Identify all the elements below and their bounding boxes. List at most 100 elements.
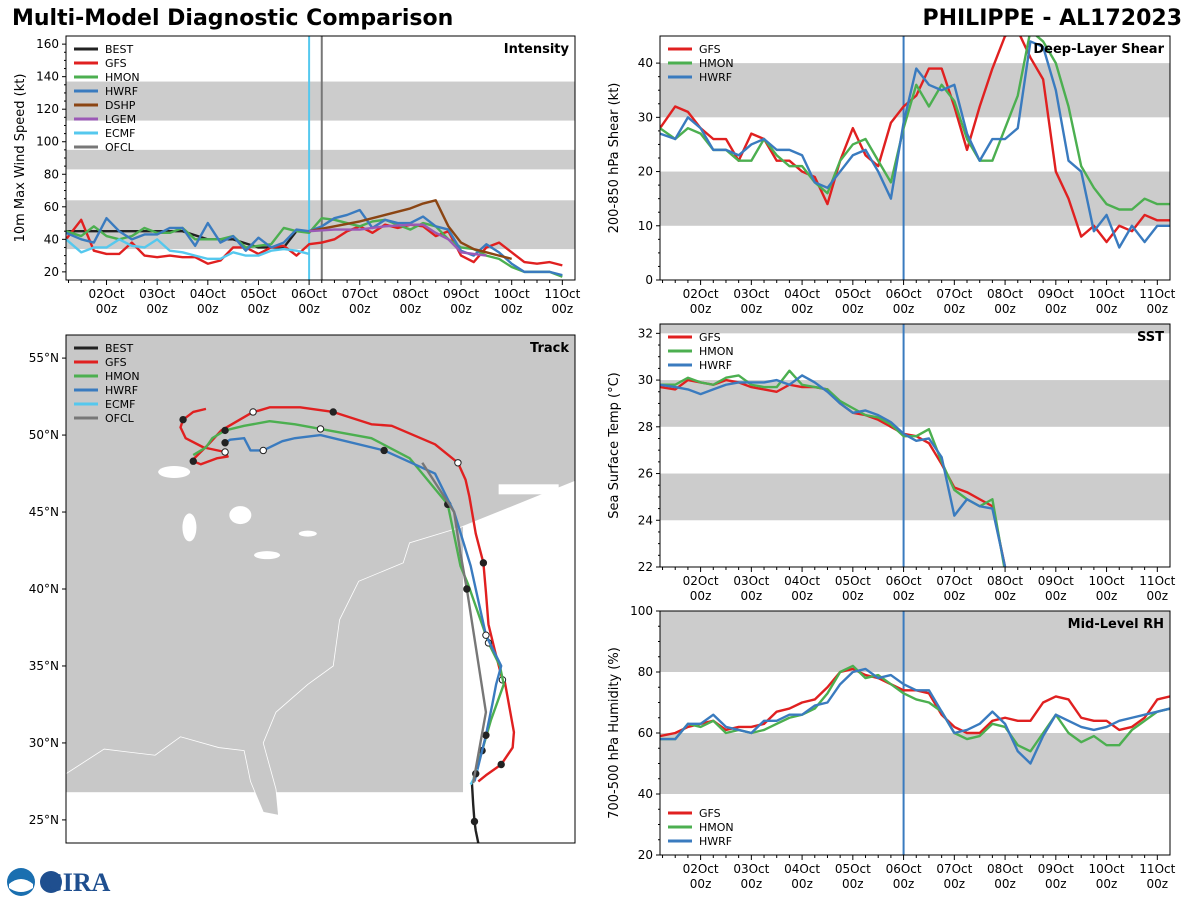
intensity-band-1 [66,149,575,170]
sst-xtick-hour: 00z [791,589,813,603]
shear-xtick-day: 02Oct [683,287,719,301]
sst-xtick-day: 05Oct [835,574,871,588]
sst-xtick-hour: 00z [1045,589,1067,603]
track-point [470,817,479,826]
track-series-hmon [192,420,505,784]
track-series-hwrf [224,433,503,782]
sst-xtick-day: 02Oct [683,574,719,588]
sst-xtick-hour: 00z [690,589,712,603]
intensity-xtick-day: 11Oct [544,287,580,301]
chart-rh: 2040608010002Oct00z03Oct00z04Oct00z05Oct… [607,604,1176,891]
shear-xtick-hour: 00z [1045,302,1067,316]
great-lake-4 [158,466,191,479]
intensity-ytick-label: 80 [44,167,59,181]
sst-xtick-hour: 00z [1147,589,1169,603]
intensity-xtick-hour: 00z [501,302,523,316]
rh-ytick-label: 40 [638,787,653,801]
shear-ytick-label: 30 [638,110,653,124]
rh-ytick-label: 80 [638,665,653,679]
shear-band-0 [660,171,1170,226]
track-plot-area [66,335,575,843]
intensity-xtick-hour: 00z [552,302,574,316]
rh-xtick-hour: 00z [1147,877,1169,891]
rh-legend-label-gfs: GFS [699,807,721,820]
track-legend-label-hwrf: HWRF [105,384,138,397]
logo-text: CIRA [44,868,111,897]
sst-xtick-hour: 00z [741,589,763,603]
shear-plot-area [660,36,1170,280]
shear-ytick-label: 40 [638,56,653,70]
rh-plot-area [660,611,1170,855]
shear-ytick-label: 0 [645,273,653,287]
intensity-xtick-hour: 00z [197,302,219,316]
intensity-title: Intensity [504,42,570,57]
rh-xtick-day: 06Oct [886,862,922,876]
track-point [179,415,187,424]
rh-ytick-label: 100 [630,604,653,618]
sst-ylabel: Sea Surface Temp (°C) [607,372,622,519]
intensity-legend-label-ecmf: ECMF [105,127,135,140]
rh-xtick-hour: 00z [842,877,864,891]
intensity-xtick-hour: 00z [96,302,118,316]
sst-xtick-hour: 00z [893,589,915,603]
sst-title: SST [1137,330,1164,345]
track-series-best [470,782,480,843]
intensity-xtick-day: 06Oct [291,287,327,301]
shear-series-hmon [660,36,1170,211]
sst-series-hwrf [660,374,1007,567]
shear-title: Deep-Layer Shear [1033,42,1164,57]
intensity-legend-label-gfs: GFS [105,57,127,70]
intensity-plot-area [66,36,575,280]
rh-legend-label-hwrf: HWRF [699,835,732,848]
sst-xtick-hour: 00z [1096,589,1118,603]
sst-xtick-day: 11Oct [1139,574,1175,588]
rh-xtick-day: 10Oct [1089,862,1125,876]
track-ytick-label: 30°N [29,736,59,750]
sst-xtick-day: 08Oct [987,574,1023,588]
sst-xtick-day: 07Oct [936,574,972,588]
storm-identifier: PHILIPPE - AL172023 [922,6,1182,31]
sst-xtick-hour: 00z [994,589,1016,603]
rh-series-hwrf [660,667,1170,765]
rh-xtick-day: 09Oct [1038,862,1074,876]
intensity-ytick-label: 20 [44,265,59,279]
intensity-xtick-hour: 00z [146,302,168,316]
rh-band-1 [660,611,1170,672]
intensity-xtick-hour: 00z [298,302,320,316]
intensity-ylabel: 10m Max Wind Speed (kt) [13,74,28,243]
track-legend-label-ecmf: ECMF [105,398,135,411]
track-series-ofcl [421,462,488,784]
shear-xtick-hour: 00z [741,302,763,316]
track-point [221,426,229,435]
intensity-ytick-label: 160 [36,37,59,51]
track-ytick-label: 50°N [29,428,59,442]
gulf-water [498,484,559,495]
shear-xtick-day: 03Oct [733,287,769,301]
rh-ytick-label: 60 [638,726,653,740]
intensity-xtick-hour: 00z [400,302,422,316]
intensity-ytick-label: 100 [36,135,59,149]
shear-xtick-hour: 00z [690,302,712,316]
rh-xtick-hour: 00z [690,877,712,891]
shear-xtick-hour: 00z [791,302,813,316]
track-point [316,425,325,433]
track-point [221,448,229,456]
intensity-xtick-day: 03Oct [139,287,175,301]
intensity-band-2 [66,81,575,121]
shear-xtick-hour: 00z [994,302,1016,316]
rh-xtick-hour: 00z [741,877,763,891]
noaa-bird-icon [9,879,33,892]
great-lake-1 [229,506,252,525]
track-title: Track [530,341,569,356]
intensity-xtick-day: 10Oct [494,287,530,301]
track-point [259,446,267,455]
shear-series-hwrf [660,40,1170,249]
chart-shear: 01020304002Oct00z03Oct00z04Oct00z05Oct00… [607,35,1176,316]
intensity-ytick-label: 120 [36,102,59,116]
intensity-xtick-day: 04Oct [190,287,226,301]
shear-xtick-day: 06Oct [886,287,922,301]
track-point [482,631,490,639]
intensity-series-ecmf [66,238,310,261]
cira-globe-icon [40,871,62,893]
sst-xtick-hour: 00z [842,589,864,603]
